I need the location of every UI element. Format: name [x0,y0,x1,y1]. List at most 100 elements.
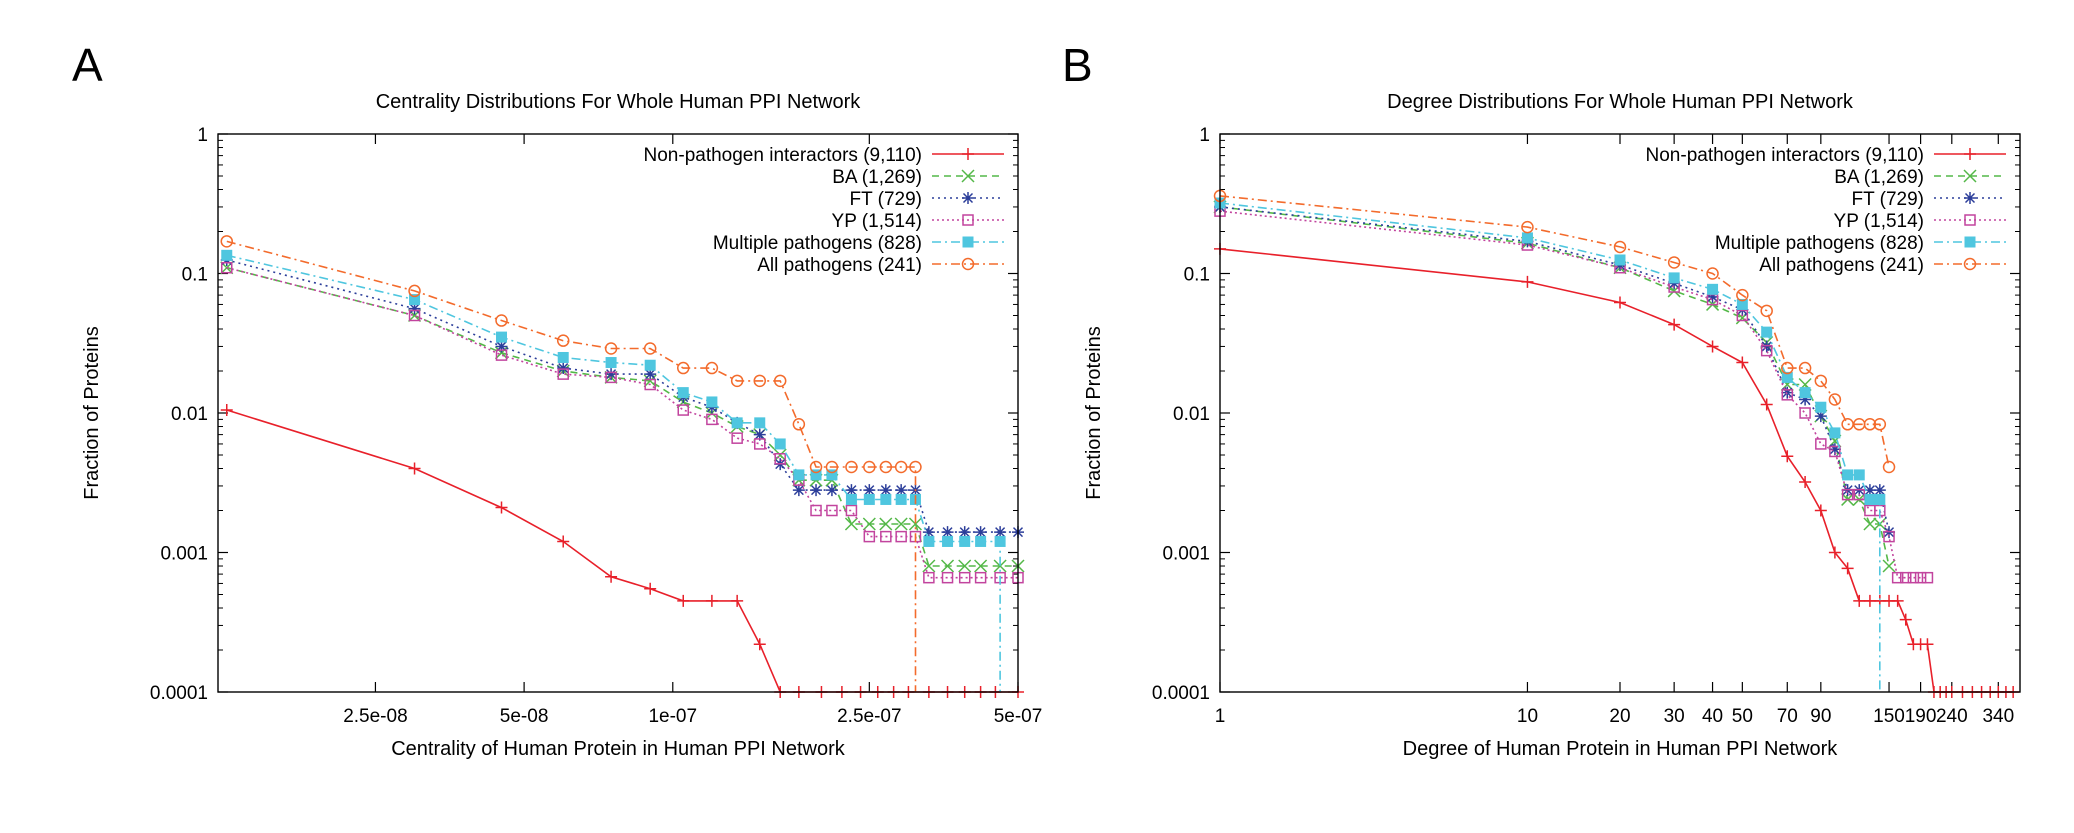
data-point [408,302,421,315]
data-point [1882,460,1896,474]
data-point [220,235,234,248]
data-point [408,284,421,298]
legend-label: All pathogens (241) [1759,255,1924,276]
legend-marker [961,257,975,271]
data-point [1614,254,1626,266]
data-point [643,342,657,355]
data-point [1521,275,1534,288]
legend-item: Multiple pathogens (828) [713,233,1004,254]
data-point [809,460,823,474]
data-point [731,594,744,607]
data-point [753,428,766,441]
data-point [408,308,422,323]
x-tick-label: 190 [1905,706,1937,727]
data-point [644,359,656,371]
data-point [845,504,858,517]
legend-item: BA (1,269) [832,167,1004,188]
y-tick-label: 1 [197,125,208,146]
data-point [923,571,935,584]
data-point [221,261,233,274]
data-point [1864,493,1876,505]
data-point [557,351,569,363]
plot-frame [1219,133,2021,693]
data-point [408,309,421,322]
legend: Non-pathogen interactors (9,110)BA (1,26… [644,145,1004,276]
panel-letter-a: A [72,39,103,91]
data-point [1521,220,1534,234]
data-point [1828,393,1842,406]
legend-label: FT (729) [849,189,922,210]
data-point [1521,232,1533,244]
data-point [1899,571,1912,584]
chart-panel-a: Centrality Distributions For Whole Human… [81,91,1042,760]
data-point [557,368,569,380]
data-point [1863,484,1876,497]
data-point [879,517,893,531]
data-point [1760,340,1773,353]
data-point [1921,638,1934,651]
data-point [754,438,766,450]
data-point [1907,571,1920,584]
data-point [409,294,421,306]
legend-item: FT (729) [1851,189,2006,210]
data-point [863,484,876,497]
legend-marker [962,214,974,226]
data-point [1814,410,1827,423]
series-3 [221,261,1024,584]
data-point [895,484,908,497]
data-point [942,535,954,547]
series-4 [221,249,1006,692]
panel-letter-b: B [1062,39,1093,91]
data-point [974,571,987,584]
data-point [1873,418,1887,431]
series-5 [1213,189,1896,474]
data-point [1736,298,1748,310]
data-point [731,417,743,429]
data-point [496,331,508,343]
legend-label: YP (1,514) [832,211,922,232]
data-point [644,378,656,391]
data-point [1841,418,1854,431]
data-point [1736,309,1749,322]
series-line [226,409,1018,693]
data-point [1873,484,1886,497]
legend-label: All pathogens (241) [757,255,922,276]
data-point [705,361,719,375]
legend-label: FT (729) [1851,189,1924,210]
x-tick-label: 10 [1517,706,1538,727]
data-point [1706,267,1719,280]
legend-marker [1964,148,1976,160]
data-point [1613,240,1627,254]
data-point [1707,283,1719,295]
y-tick-label: 0.0001 [150,683,208,704]
data-point [895,530,907,543]
data-point [792,418,806,431]
x-tick-label: 40 [1702,706,1723,727]
data-point [1828,443,1841,456]
x-tick-label: 50 [1732,706,1753,727]
x-tick-label: 150 [1873,706,1905,727]
data-point [895,493,907,505]
series-0 [220,404,1024,698]
legend-label: Multiple pathogens (828) [713,233,922,254]
data-point [644,368,657,381]
data-point [676,361,690,375]
data-point [958,526,971,539]
data-point [1921,571,1934,584]
data-point [1736,356,1749,369]
data-point [1891,594,1904,607]
plot-frame [217,133,1019,693]
data-point [1781,361,1794,375]
data-point [1815,438,1827,450]
y-tick-label: 0.001 [160,544,208,565]
data-point [706,413,718,426]
data-point [494,346,509,360]
y-axis-label: Fraction of Proteins [1083,326,1105,499]
series-0 [1214,242,2020,698]
data-point [753,374,767,388]
legend-item: FT (729) [849,189,1004,210]
data-point [879,460,893,474]
data-point [753,638,766,651]
x-axis-label: Degree of Human Protein in Human PPI Net… [1403,738,1839,760]
